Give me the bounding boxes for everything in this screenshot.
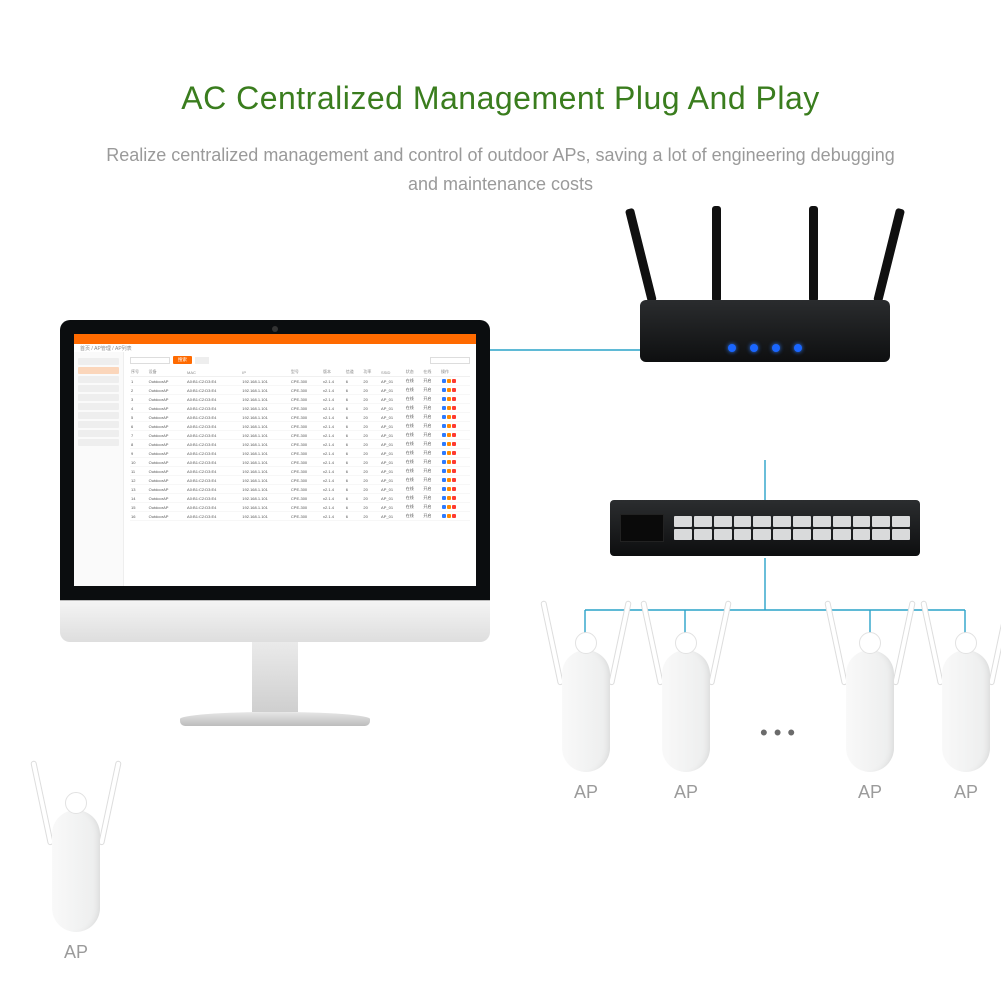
access-point: AP — [40, 810, 112, 963]
antenna-icon — [824, 600, 848, 685]
topology-diagram: 首页 / AP管理 / AP列表 搜索 序号设备MACIP型号版本 — [0, 290, 1001, 940]
antenna-icon — [809, 206, 818, 302]
antenna-icon — [30, 760, 54, 845]
ac-router — [640, 300, 890, 362]
management-monitor: 首页 / AP管理 / AP列表 搜索 序号设备MACIP型号版本 — [60, 320, 490, 726]
led-icon — [794, 344, 802, 352]
ui-main: 搜索 序号设备MACIP型号版本信道功率SSID状态在线操作 1OutdoorA… — [124, 352, 476, 586]
monitor-stand-neck — [252, 642, 298, 712]
management-ui-screenshot: 首页 / AP管理 / AP列表 搜索 序号设备MACIP型号版本 — [74, 334, 476, 586]
monitor-bezel: 首页 / AP管理 / AP列表 搜索 序号设备MACIP型号版本 — [60, 320, 490, 600]
access-point: AP — [550, 650, 622, 803]
led-icon — [728, 344, 736, 352]
switch-ports — [674, 516, 910, 540]
led-icon — [750, 344, 758, 352]
antenna-icon — [608, 600, 632, 685]
led-icon — [772, 344, 780, 352]
antenna-icon — [920, 600, 944, 685]
antenna-icon — [988, 600, 1001, 685]
antenna-icon — [540, 600, 564, 685]
search-button[interactable]: 搜索 — [173, 356, 192, 364]
switch-panel — [620, 514, 664, 542]
antenna-icon — [892, 600, 916, 685]
ap-label: AP — [650, 782, 722, 803]
ui-toolbar: 搜索 — [130, 356, 470, 364]
router-body — [640, 300, 890, 362]
page-subtitle: Realize centralized management and contr… — [91, 141, 911, 199]
antenna-icon — [712, 206, 721, 302]
antenna-icon — [98, 760, 122, 845]
ellipsis-icon: ••• — [760, 720, 801, 746]
ap-label: AP — [930, 782, 1001, 803]
ui-breadcrumb: 首页 / AP管理 / AP列表 — [74, 344, 476, 352]
access-point: AP — [834, 650, 906, 803]
reset-button[interactable] — [195, 357, 209, 364]
access-point: AP — [650, 650, 722, 803]
poe-switch — [610, 500, 920, 556]
antenna-icon — [873, 208, 905, 303]
antenna-icon — [640, 600, 664, 685]
header: AC Centralized Management Plug And Play … — [0, 0, 1001, 199]
ap-table: 序号设备MACIP型号版本信道功率SSID状态在线操作 1OutdoorAPA0… — [130, 368, 470, 521]
antenna-icon — [708, 600, 732, 685]
ap-label: AP — [550, 782, 622, 803]
camera-icon — [272, 326, 278, 332]
page-title: AC Centralized Management Plug And Play — [0, 80, 1001, 117]
ui-topbar — [74, 334, 476, 344]
monitor-stand-base — [180, 712, 370, 726]
monitor-chin — [60, 600, 490, 642]
router-leds — [728, 344, 802, 352]
access-point: AP — [930, 650, 1001, 803]
ap-label: AP — [834, 782, 906, 803]
antenna-icon — [625, 208, 657, 303]
ui-sidebar — [74, 352, 124, 586]
search-input[interactable] — [130, 357, 170, 364]
filter-input[interactable] — [430, 357, 470, 364]
ap-label: AP — [40, 942, 112, 963]
